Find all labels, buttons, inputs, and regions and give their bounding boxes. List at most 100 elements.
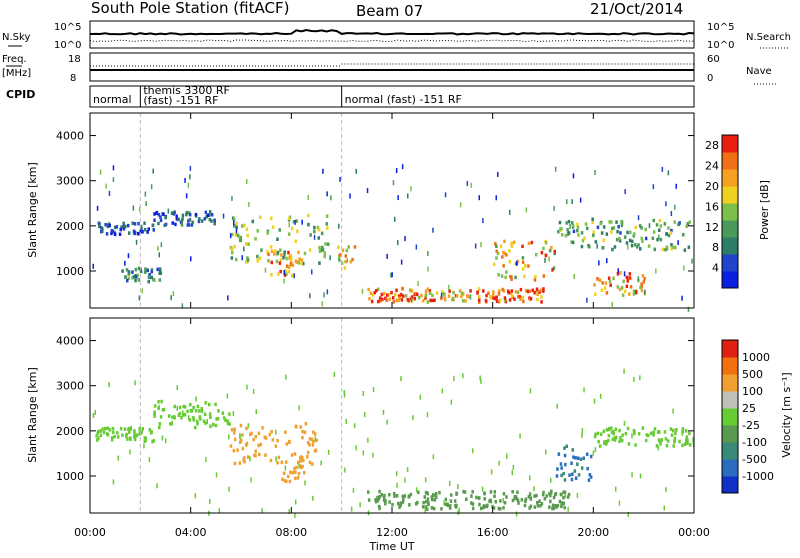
heatmap-speckle — [490, 469, 493, 475]
heatmap-speckle — [674, 204, 676, 210]
heatmap-cell — [260, 248, 263, 252]
heatmap-cell — [417, 296, 421, 300]
heatmap-cell — [643, 276, 646, 281]
heatmap-cell — [249, 432, 252, 437]
heatmap-cell — [288, 256, 291, 260]
heatmap-cell — [131, 270, 134, 274]
heatmap-speckle — [209, 499, 211, 504]
heatmap-cell — [499, 499, 502, 503]
heatmap-cell — [449, 499, 453, 503]
heatmap-cell — [383, 493, 386, 498]
heatmap-cell — [144, 267, 147, 271]
heatmap-cell — [424, 292, 428, 296]
heatmap-cell — [487, 291, 490, 295]
heatmap-cell — [533, 505, 537, 509]
heatmap-cell — [384, 501, 387, 506]
heatmap-cell — [596, 225, 600, 230]
heatmap-cell — [503, 501, 507, 505]
heatmap-cell — [495, 249, 498, 254]
colorbar-tick-label: 12 — [705, 221, 719, 234]
heatmap-cell — [288, 440, 291, 445]
station-title: South Pole Station (fitACF) — [91, 0, 289, 17]
heatmap-cell — [290, 257, 293, 261]
heatmap-cell — [263, 435, 266, 439]
heatmap-speckle — [683, 265, 685, 271]
heatmap-cell — [652, 218, 655, 223]
heatmap-speckle — [623, 271, 626, 277]
heatmap-cell — [194, 425, 197, 430]
power-colorbar-label: Power [dB] — [758, 180, 771, 240]
heatmap-cell — [533, 278, 537, 282]
colorbar-swatch — [722, 220, 738, 238]
heatmap-cell — [402, 294, 405, 298]
heatmap-cell — [122, 227, 126, 231]
heatmap-cell — [564, 462, 567, 467]
heatmap-speckle — [124, 260, 126, 266]
heatmap-cell — [612, 430, 615, 434]
heatmap-cell — [604, 281, 608, 285]
heatmap-cell — [302, 458, 305, 463]
heatmap-cell — [489, 490, 493, 494]
heatmap-speckle — [400, 259, 403, 265]
heatmap-cell — [616, 272, 620, 276]
heatmap-speckle — [390, 272, 392, 278]
heatmap-cell — [587, 478, 591, 482]
heatmap-cell — [117, 435, 120, 439]
heatmap-cell — [440, 507, 443, 511]
heatmap-cell — [440, 296, 443, 300]
heatmap-cell — [612, 431, 615, 436]
heatmap-cell — [375, 289, 378, 293]
heatmap-cell — [564, 233, 568, 238]
colorbar-swatch — [722, 186, 738, 204]
heatmap-speckle — [232, 411, 235, 416]
heatmap-cell — [189, 409, 193, 413]
heatmap-cell — [567, 492, 571, 497]
heatmap-cell — [659, 442, 662, 446]
heatmap-cell — [573, 469, 577, 473]
heatmap-cell — [403, 494, 406, 498]
heatmap-cell — [621, 433, 624, 437]
heatmap-cell — [147, 227, 150, 231]
heatmap-cell — [269, 458, 273, 463]
heatmap-cell — [493, 296, 497, 300]
heatmap-cell — [388, 500, 391, 504]
heatmap-cell — [422, 500, 425, 505]
heatmap-cell — [470, 494, 473, 498]
heatmap-cell — [553, 249, 556, 254]
heatmap-cell — [640, 236, 643, 241]
heatmap-speckle — [482, 218, 484, 224]
heatmap-cell — [511, 490, 514, 494]
heatmap-cell — [508, 249, 511, 253]
heatmap-cell — [508, 259, 512, 264]
heatmap-speckle — [444, 192, 447, 198]
heatmap-cell — [527, 264, 530, 268]
heatmap-cell — [559, 492, 563, 497]
heatmap-speckle — [478, 195, 480, 201]
heatmap-cell — [273, 252, 276, 256]
heatmap-cell — [607, 433, 611, 438]
heatmap-cell — [526, 289, 530, 294]
heatmap-cell — [652, 430, 655, 435]
heatmap-speckle — [615, 486, 617, 492]
heatmap-cell — [147, 279, 150, 284]
heatmap-speckle — [633, 376, 635, 382]
heatmap-cell — [414, 292, 417, 296]
heatmap-cell — [301, 464, 304, 469]
heatmap-cell — [614, 427, 618, 431]
heatmap-cell — [317, 236, 320, 240]
heatmap-cell — [133, 437, 137, 442]
heatmap-speckle — [261, 508, 263, 514]
heatmap-speckle — [553, 205, 555, 211]
heatmap-cell — [276, 237, 279, 241]
heatmap-cell — [241, 446, 245, 451]
heatmap-cell — [535, 493, 538, 498]
heatmap-cell — [241, 433, 244, 437]
heatmap-cell — [290, 226, 294, 231]
heatmap-cell — [199, 417, 202, 421]
heatmap-speckle — [554, 166, 557, 172]
heatmap-cell — [398, 294, 401, 299]
heatmap-cell — [242, 458, 245, 462]
heatmap-cell — [102, 430, 106, 435]
heatmap-cell — [191, 220, 194, 225]
heatmap-cell — [251, 219, 254, 224]
